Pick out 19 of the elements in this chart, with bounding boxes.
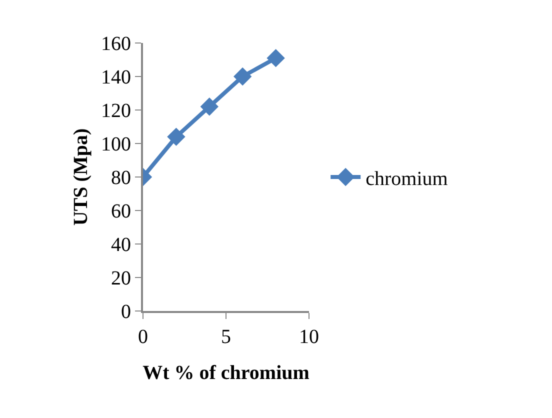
x-tick-label: 10 — [299, 326, 319, 348]
point — [266, 48, 285, 68]
x-tick-label: 5 — [221, 326, 231, 348]
point — [234, 67, 252, 86]
x-tick-label: 0 — [138, 326, 148, 348]
legend-label: chromium — [366, 168, 448, 190]
y-tick-label: 100 — [101, 134, 131, 156]
y-tick-label: 60 — [111, 200, 131, 222]
point — [167, 128, 186, 146]
y-tick-label: 140 — [101, 66, 131, 88]
y-axis-title: UTS (Mpa) — [70, 128, 92, 226]
point — [200, 98, 218, 116]
x-axis-title: Wt % of chromium — [142, 362, 310, 384]
y-tick-label: 120 — [101, 100, 131, 122]
y-tick-label: 40 — [111, 234, 131, 256]
y-tick-label: 80 — [111, 167, 131, 189]
y-tick-label: 20 — [111, 268, 131, 290]
y-tick-label: 0 — [121, 301, 131, 323]
y-tick-label: 160 — [101, 33, 131, 55]
